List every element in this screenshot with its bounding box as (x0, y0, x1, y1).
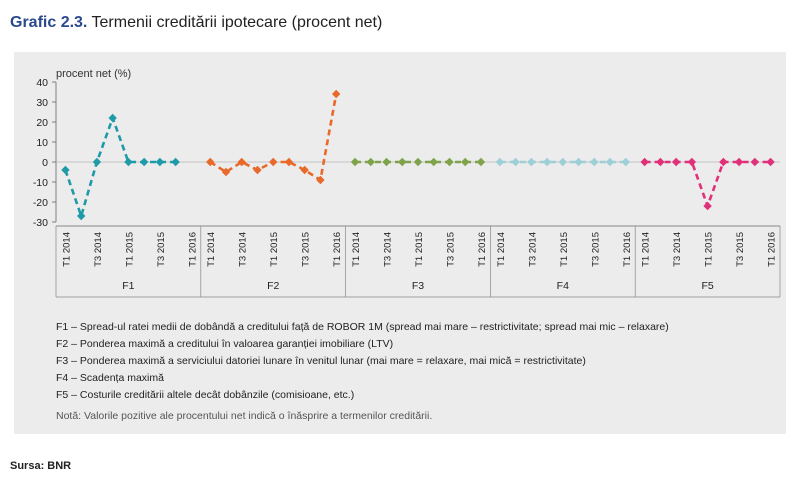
legend-item-f3: F3 – Ponderea maximă a serviciului dator… (56, 355, 586, 367)
y-tick-label: 0 (42, 157, 48, 169)
data-point-f5 (766, 157, 775, 167)
x-tick-label: T1 2015 (124, 232, 135, 267)
legend-item-f5: F5 – Costurile creditării altele decât d… (56, 389, 355, 401)
x-tick-label: T3 2015 (445, 232, 456, 267)
group-label: F4 (557, 280, 569, 292)
data-point-f5 (719, 157, 728, 167)
x-tick-label: T3 2014 (672, 232, 683, 267)
data-point-f3 (476, 157, 486, 167)
x-tick-label: T1 2015 (269, 232, 280, 267)
data-point-f4 (590, 157, 599, 167)
y-tick-label: -20 (33, 197, 48, 209)
data-point-f3 (413, 157, 423, 167)
data-point-f4 (558, 157, 567, 167)
data-point-f5 (703, 201, 712, 211)
data-point-f5 (671, 157, 681, 167)
data-point-f4 (605, 157, 615, 167)
chart-note: Notă: Valorile pozitive ale procentului … (56, 410, 433, 422)
data-point-f5 (656, 157, 665, 167)
x-tick-label: T3 2014 (238, 232, 249, 267)
data-point-f4 (621, 157, 630, 167)
data-point-f5 (750, 157, 760, 167)
data-point-f1 (108, 113, 117, 123)
data-point-f3 (366, 157, 375, 167)
source-label: Sursa: BNR (10, 460, 72, 472)
x-tick-label: T1 2014 (641, 232, 652, 267)
chart-panel: procent net (%) 40 30 20 10 0 -10 -20 -30 F1 T1 20… (14, 52, 786, 434)
data-point-f2 (221, 167, 231, 177)
group-label: F5 (701, 280, 713, 292)
data-point-f3 (398, 157, 407, 167)
group-label: F1 (122, 280, 134, 292)
x-tick-label: T3 2014 (527, 232, 538, 267)
data-point-f4 (527, 157, 536, 167)
data-point-f5 (687, 157, 697, 167)
y-tick-label: 20 (36, 117, 48, 129)
x-tick-label: T1 2015 (414, 232, 425, 267)
line-chart: procent net (%) 40 30 20 10 0 -10 -20 -30 F1 T1 20… (33, 68, 781, 298)
x-tick-label: T3 2015 (301, 232, 312, 267)
group-label: F3 (412, 280, 424, 292)
y-tick-label: -10 (33, 177, 48, 189)
data-point-f1 (139, 157, 149, 167)
y-tick-label: 10 (36, 137, 48, 149)
x-tick-label: T3 2014 (383, 232, 394, 267)
x-tick-label: T1 2016 (187, 232, 198, 267)
data-point-f3 (382, 157, 391, 167)
x-tick-label: T3 2015 (735, 232, 746, 267)
x-tick-label: T1 2016 (622, 232, 633, 267)
chart-legend: F1 – Spread-ul ratei medii de dobândă a … (56, 319, 756, 425)
chart-title-prefix: Grafic 2.3. (10, 14, 88, 31)
x-tick-label: T3 2014 (93, 232, 104, 267)
data-point-f4 (511, 157, 520, 167)
data-point-f1 (124, 157, 133, 167)
data-point-f2 (237, 157, 246, 167)
series-line-f1 (64, 114, 176, 221)
data-point-f2 (331, 89, 341, 99)
y-tick-label: 40 (36, 77, 48, 89)
x-tick-label: T1 2015 (559, 232, 570, 267)
data-point-f1 (76, 211, 86, 221)
data-point-f1 (92, 157, 102, 167)
x-tick-label: T1 2016 (767, 232, 778, 267)
x-tick-label: T1 2014 (496, 232, 507, 267)
legend-item-f2: F2 – Ponderea maximă a creditului în val… (56, 338, 394, 350)
legend-item-f1: F1 – Spread-ul ratei medii de dobândă a … (56, 321, 669, 333)
chart-title: Grafic 2.3. Termenii creditării ipotecar… (10, 14, 382, 32)
data-point-f4 (542, 157, 552, 167)
x-tick-label: T1 2014 (351, 232, 362, 267)
x-tick-label: T1 2014 (206, 232, 217, 267)
x-tick-label: T1 2016 (477, 232, 488, 267)
data-point-f3 (350, 157, 360, 167)
data-point-f1 (61, 165, 70, 175)
series-line-f2 (209, 93, 338, 183)
x-tick-label: T1 2015 (704, 232, 715, 267)
x-tick-label: T3 2015 (590, 232, 601, 267)
x-tick-label: T1 2016 (332, 232, 343, 267)
group-label: F2 (267, 280, 279, 292)
data-point-f1 (171, 157, 180, 167)
legend-item-f4: F4 – Scadența maximă (56, 372, 164, 384)
data-point-f3 (461, 157, 470, 167)
y-tick-label: 30 (36, 97, 48, 109)
chart-title-text: Termenii creditării ipotecare (procent n… (91, 14, 383, 31)
y-tick-label: -30 (33, 217, 48, 229)
series-line-f5 (644, 160, 771, 210)
data-point-f4 (574, 157, 583, 167)
data-point-f2 (269, 157, 278, 167)
y-axis-label: procent net (%) (56, 68, 131, 80)
data-point-f4 (495, 157, 505, 167)
x-tick-label: T1 2014 (61, 232, 72, 267)
x-tick-label: T3 2015 (156, 232, 167, 267)
data-point-f5 (734, 157, 744, 167)
data-point-f1 (155, 157, 165, 167)
data-point-f3 (429, 157, 438, 167)
data-point-f5 (640, 157, 649, 167)
data-point-f3 (445, 157, 454, 167)
